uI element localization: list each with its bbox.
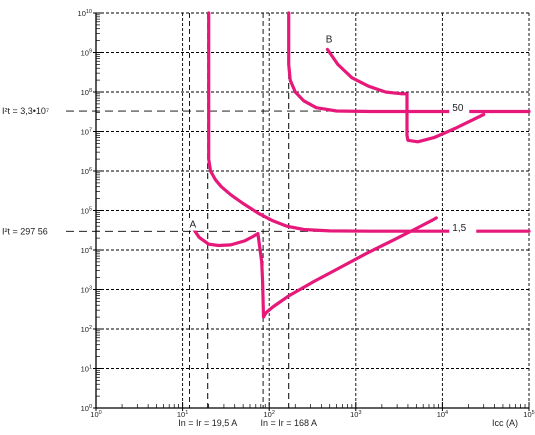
curve-label: B [326,34,333,45]
axes: 100 101 102 103 104 105 106 107 108 109 1010 100 101… [78,9,535,428]
x-axis-label: Icc (A) [492,418,518,428]
y-tick-label: 103 [81,286,92,295]
labels: I²t = 3,3•10⁷ I²t = 297 56 In = Ir = 19,5 … [2,33,477,428]
y-tick-label: 108 [81,88,92,97]
x-tick-label: 102 [263,410,274,419]
curve-label-bg [449,102,470,115]
y-tick-label: 105 [81,207,92,216]
series-A [190,216,438,319]
y-tick-label: 100 [81,404,92,413]
h-ref-label: I²t = 297 56 [2,226,48,236]
series-50 [287,11,531,114]
curve-label: 50 [452,103,464,114]
y-tick-label: 1010 [78,9,92,18]
series-B [325,47,486,144]
y-tick-label: 101 [81,365,92,374]
curve-label-bg [186,218,200,231]
grid [95,12,530,409]
curve-label: 1,5 [452,223,466,234]
series [190,11,531,319]
v-ref-label: In = Ir = 19,5 A [178,418,237,428]
curve-label: A [189,220,196,231]
x-tick-label: 101 [177,410,188,419]
series-1-5 [207,11,531,233]
y-tick-label: 104 [81,246,92,255]
curve-label-bg [449,222,477,235]
x-tick-label: 103 [350,410,361,419]
h-ref-label: I²t = 3,3•10⁷ [2,106,49,116]
y-tick-label: 106 [81,167,92,176]
v-ref-label: In = Ir = 168 A [260,418,317,428]
y-tick-label: 109 [81,49,92,58]
x-tick-label: 104 [437,410,448,419]
y-tick-label: 102 [81,325,92,334]
x-tick-label: 105 [523,410,534,419]
curve-label-bg [322,33,336,46]
x-tick-label: 100 [90,410,101,419]
y-tick-label: 107 [81,128,92,137]
